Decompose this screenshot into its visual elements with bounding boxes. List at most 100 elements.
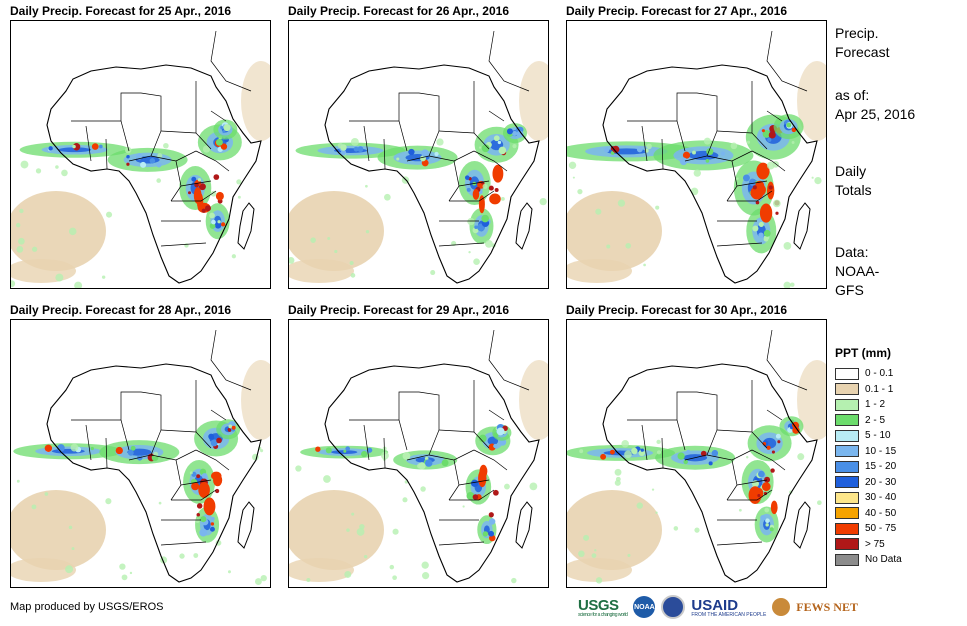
dry-area (567, 259, 632, 283)
light-rain-cell (163, 142, 169, 149)
country-border (661, 138, 664, 170)
rain-cell (683, 459, 688, 465)
light-rain-cell (416, 463, 423, 469)
light-rain-cell (55, 273, 64, 282)
country-border (398, 120, 408, 152)
country-border (210, 409, 227, 421)
info-data-source: Data: NOAA- GFS (835, 243, 879, 300)
country-border (85, 424, 92, 461)
country-border (160, 429, 197, 433)
light-rain-cell (356, 528, 365, 536)
heavy-rain-cell (756, 162, 770, 180)
africa-map-svg (567, 30, 826, 288)
heavy-rain-cell (198, 482, 210, 498)
rain-cell (211, 219, 216, 225)
info-heading-line1: Precip. (835, 25, 879, 41)
rain-cell (115, 446, 123, 455)
light-rain-cell (529, 482, 538, 491)
light-rain-cell (764, 507, 770, 513)
light-rain-cell (16, 479, 20, 483)
africa-outline (324, 64, 540, 284)
light-rain-cell (656, 439, 661, 445)
rain-cell (775, 433, 781, 439)
light-rain-cell (500, 196, 505, 201)
heavy-rain-cell (213, 174, 220, 180)
rain-cell (220, 125, 224, 130)
rain-cell (127, 449, 134, 456)
rain-cell (217, 220, 221, 224)
country-border (160, 242, 207, 247)
heavy-rain-cell (767, 181, 775, 200)
usgs-logo-text: USGS (578, 596, 619, 614)
legend-title: PPT (mm) (835, 346, 892, 360)
light-rain-cell (594, 549, 597, 552)
madagascar-outline (515, 202, 533, 250)
rain-cell (210, 516, 215, 521)
rain-cell (786, 122, 792, 128)
rain-cell (631, 447, 638, 455)
legend-swatch (835, 414, 859, 427)
heavy-rain-cell (196, 503, 203, 509)
light-rain-cell (814, 177, 822, 185)
light-rain-cell (193, 553, 199, 558)
country-border (85, 125, 92, 162)
rain-cell (708, 461, 713, 466)
country-border (751, 81, 768, 150)
rain-cell (149, 158, 156, 164)
legend-swatch (835, 445, 859, 458)
country-border (676, 120, 686, 152)
light-rain-cell (673, 526, 679, 531)
panel-title: Daily Precip. Forecast for 28 Apr., 2016 (10, 303, 231, 317)
arabia-outline (766, 329, 808, 391)
light-rain-cell (621, 440, 629, 448)
rain-cell (765, 518, 770, 524)
light-rain-cell (651, 488, 655, 491)
light-rain-cell (289, 257, 295, 264)
rain-cell (210, 435, 215, 440)
dry-area (241, 61, 270, 141)
rain-cell (434, 151, 439, 157)
madagascar-outline (237, 202, 255, 250)
country-border (180, 180, 212, 187)
africa-outline (46, 363, 262, 583)
africa-map-svg (289, 329, 548, 584)
heavy-rain-cell (764, 476, 771, 483)
rain-cell (223, 124, 231, 132)
info-asof-line1: as of: (835, 87, 870, 103)
light-rain-cell (20, 160, 29, 169)
light-rain-cell (74, 281, 83, 288)
legend-swatch (835, 507, 859, 520)
light-rain-cell (766, 161, 775, 170)
light-rain-cell (157, 153, 163, 159)
precip-map (566, 20, 827, 289)
rain-cell (98, 144, 103, 149)
dry-area (519, 61, 548, 141)
forecast-panel-29-apr: Daily Precip. Forecast for 29 Apr., 2016 (288, 303, 551, 588)
usaid-logo: USAID FROM THE AMERICAN PEOPLE (691, 597, 766, 618)
info-data-line2: NOAA- (835, 263, 880, 279)
country-border (736, 180, 768, 187)
light-rain-cell (15, 222, 21, 228)
light-rain-cell (231, 254, 236, 259)
light-rain-cell (655, 205, 660, 210)
rain-cell (474, 225, 478, 229)
panel-title: Daily Precip. Forecast for 27 Apr., 2016 (566, 4, 787, 18)
rain-cell (488, 530, 495, 537)
country-border (766, 409, 783, 421)
light-rain-cell (422, 572, 430, 580)
rain-cell (156, 162, 162, 168)
madagascar-outline (793, 501, 811, 549)
light-rain-cell (295, 465, 302, 472)
legend-label: 30 - 40 (865, 492, 897, 504)
country-border (696, 92, 718, 131)
rain-cell (711, 449, 719, 457)
country-border (171, 489, 217, 501)
light-rain-cell (625, 242, 632, 249)
rain-cell (367, 447, 373, 453)
light-rain-cell (11, 280, 16, 288)
legend-swatch (835, 522, 859, 535)
rain-cell (221, 222, 226, 227)
light-rain-cell (105, 498, 112, 505)
panel-title: Daily Precip. Forecast for 29 Apr., 2016 (288, 303, 509, 317)
light-rain-cell (236, 179, 242, 185)
